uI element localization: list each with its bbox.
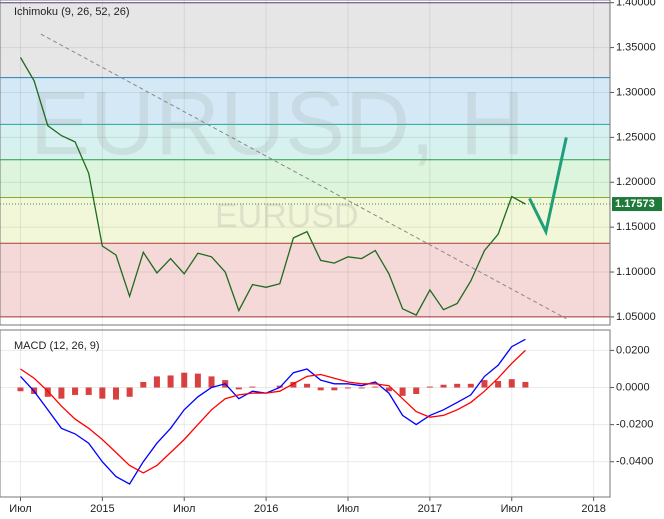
y-tick-label: 1.20000 bbox=[616, 176, 656, 188]
histogram-bar bbox=[249, 386, 256, 388]
x-tick-label: Июл bbox=[501, 503, 523, 515]
histogram-bar bbox=[522, 381, 529, 388]
histogram-bar bbox=[112, 387, 119, 400]
chart-title: Ichimoku (9, 26, 52, 26) bbox=[14, 6, 130, 18]
histogram-bar bbox=[413, 387, 420, 395]
histogram-bar bbox=[44, 387, 51, 397]
price-line bbox=[19, 57, 526, 316]
histogram-bar bbox=[331, 387, 338, 391]
histogram-bar bbox=[72, 387, 79, 395]
histogram-bar bbox=[17, 387, 24, 392]
x-tick-label: 2016 bbox=[254, 503, 278, 515]
histogram-bar bbox=[126, 387, 133, 397]
panel-border bbox=[0, 329, 611, 498]
fib-zone bbox=[0, 159, 610, 198]
histogram-bar bbox=[495, 381, 502, 388]
fib-zone bbox=[0, 2, 610, 78]
histogram-bar bbox=[344, 387, 351, 389]
histogram-bar bbox=[454, 383, 461, 388]
last-price-label: 1.17573 bbox=[615, 198, 655, 210]
y-tick-label: 1.35000 bbox=[616, 41, 656, 53]
histogram-bar bbox=[290, 381, 297, 388]
histogram-bar bbox=[208, 376, 215, 388]
fib-zone bbox=[0, 124, 610, 160]
y-tick-label: 1.10000 bbox=[616, 266, 656, 278]
y-tick-label: 1.40000 bbox=[616, 0, 656, 9]
histogram-bar bbox=[140, 381, 147, 388]
last-price-box bbox=[612, 197, 662, 212]
x-tick-label: Июл bbox=[9, 503, 31, 515]
y-tick-label: 1.05000 bbox=[616, 311, 656, 323]
histogram-bar bbox=[317, 387, 324, 391]
x-tick-label: 2018 bbox=[581, 503, 605, 515]
y-tick-label: -0.0200 bbox=[616, 419, 653, 431]
histogram-bar bbox=[467, 383, 474, 388]
histogram-bar bbox=[194, 373, 201, 388]
y-tick-label: 0.0200 bbox=[616, 344, 650, 356]
histogram-bar bbox=[153, 376, 160, 388]
y-tick-label: 1.30000 bbox=[616, 86, 656, 98]
projection-line bbox=[528, 137, 568, 237]
x-tick-label: 2017 bbox=[418, 503, 442, 515]
x-tick-label: Июл bbox=[173, 503, 195, 515]
histogram-bar bbox=[235, 387, 242, 390]
chart-title: MACD (12, 26, 9) bbox=[14, 340, 100, 352]
panel-border bbox=[0, 0, 611, 326]
trend-line bbox=[40, 33, 567, 320]
histogram-bar bbox=[481, 380, 488, 388]
fib-zone bbox=[0, 243, 610, 317]
histogram-bar bbox=[58, 387, 65, 399]
x-tick-label: 2015 bbox=[90, 503, 114, 515]
y-tick-label: 0.0000 bbox=[616, 381, 650, 393]
fib-zone bbox=[0, 77, 610, 125]
histogram-bar bbox=[304, 383, 311, 388]
histogram-bar bbox=[372, 386, 379, 388]
x-tick-label: Июл bbox=[337, 503, 359, 515]
histogram-bar bbox=[358, 387, 365, 389]
histogram-bar bbox=[385, 387, 392, 392]
histogram-bar bbox=[508, 379, 515, 388]
histogram-bar bbox=[85, 387, 92, 395]
y-tick-label: 1.25000 bbox=[616, 131, 656, 143]
histogram-bar bbox=[99, 387, 106, 399]
histogram-bar bbox=[181, 372, 188, 388]
histogram-bar bbox=[399, 387, 406, 396]
macd-line bbox=[20, 338, 526, 485]
watermark-sub: EURUSD bbox=[215, 197, 359, 235]
histogram-bar bbox=[440, 384, 447, 388]
histogram-bar bbox=[167, 375, 174, 388]
y-tick-label: 1.15000 bbox=[616, 221, 656, 233]
histogram-bar bbox=[426, 386, 433, 388]
watermark: EURUSD, H bbox=[30, 74, 525, 174]
y-tick-label: -0.0400 bbox=[616, 456, 653, 468]
macd-line bbox=[20, 349, 526, 474]
